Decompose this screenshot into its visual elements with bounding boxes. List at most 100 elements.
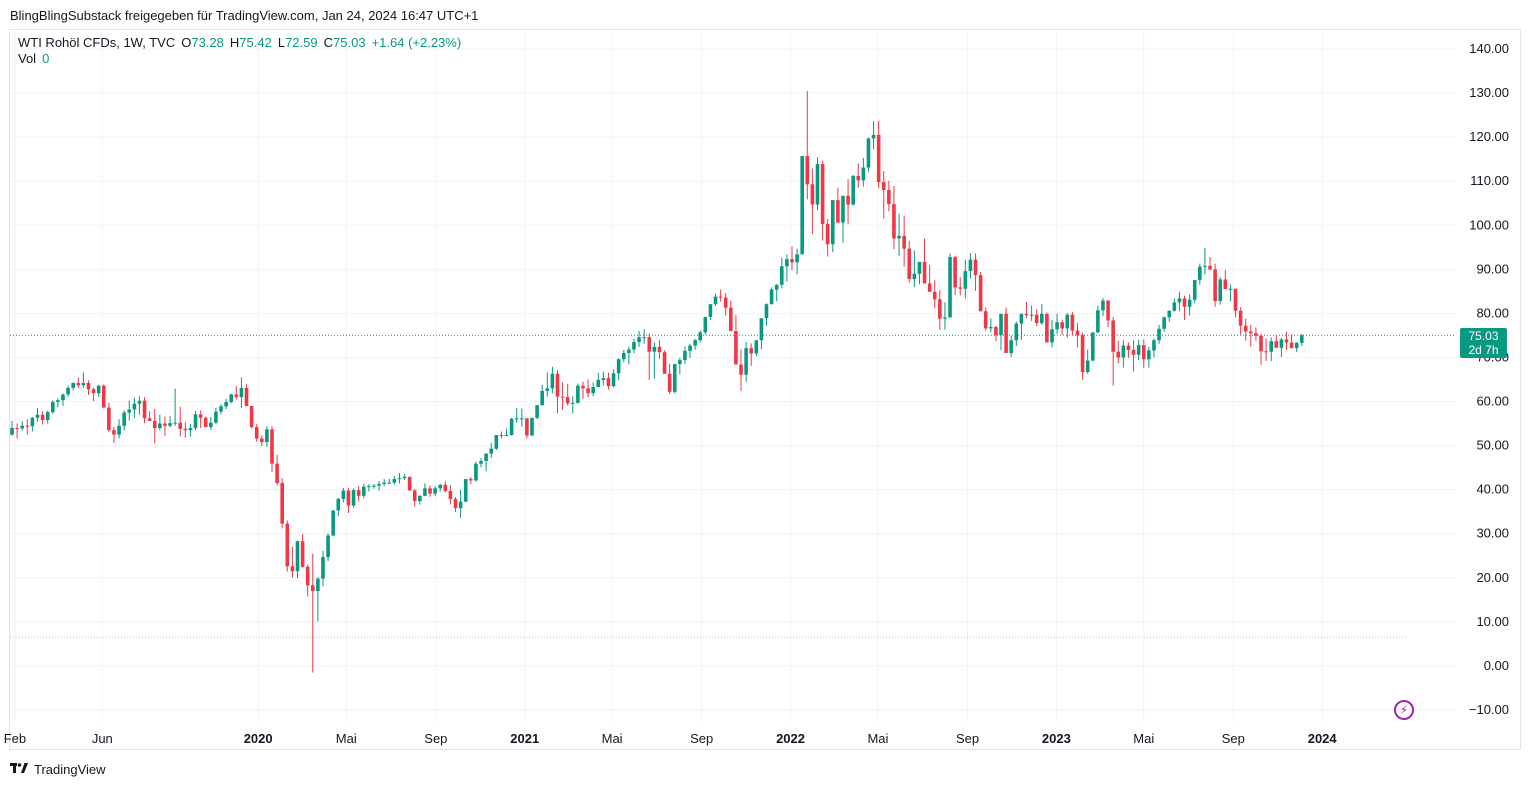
y-tick-label: 140.00 [1469,41,1509,56]
candle-body [1167,310,1172,318]
candle-body [203,417,208,428]
candle-body [729,307,733,332]
candle-body [173,422,177,424]
candle-body [1279,339,1284,348]
candle-body [718,296,723,298]
candle-body [1070,314,1075,331]
tradingview-brand[interactable]: TradingView [10,761,106,777]
candle-body [1085,360,1090,373]
candle-body [1228,288,1233,290]
candle-body [871,134,876,139]
candle-body [627,349,631,354]
candle-body [616,359,621,374]
candle-body [667,373,672,392]
candle-body [20,425,24,429]
candle-body [265,429,269,443]
candle-body [1045,313,1049,343]
volume-label[interactable]: Vol [18,51,37,66]
candle-body [463,479,468,502]
candle-body [576,385,580,403]
candle-body [239,387,244,398]
candle-body [229,394,234,402]
candle-body [76,383,81,386]
candle-body [688,345,692,351]
candle-body [570,402,575,404]
candle-body [412,490,417,502]
candle-body [275,463,279,484]
candle-body [428,488,432,494]
candle-body [892,204,896,239]
candle-body [1294,342,1299,349]
candle-body [795,254,799,263]
candle-body [1259,335,1263,352]
candle-body [86,383,91,390]
candle-body [790,259,794,263]
lightning-bolt-icon[interactable]: ⚡ [1394,700,1414,720]
candle-body [1254,333,1258,336]
candle-body [341,490,346,499]
candle-body [601,378,606,380]
low-key: L [277,35,286,50]
candle-body [356,490,361,496]
candle-body [764,304,769,319]
candle-body [1243,325,1248,332]
candle-body [30,417,35,427]
candle-body [887,190,891,205]
candle-body [657,346,662,353]
candle-body [938,299,942,319]
candle-body [10,427,14,435]
candle-body [361,486,366,496]
candle-body [96,385,101,394]
candle-body [285,523,290,567]
x-tick-label: Mai [867,731,888,746]
candle-body [856,175,861,181]
candle-body [1238,310,1243,326]
candle-body [321,557,325,579]
candle-body [56,400,60,402]
candle-body [1152,340,1156,351]
candle-body [402,476,407,479]
candle-body [147,418,152,421]
candle-body [1192,279,1197,300]
candle-body [494,435,499,449]
candle-body [708,304,713,317]
candle-body [963,271,968,289]
candle-body [351,490,356,506]
candle-body [499,435,504,437]
y-tick-label: 100.00 [1469,217,1509,232]
candle-body [1116,351,1121,358]
candle-body [606,378,611,387]
candle-body [907,248,912,280]
symbol-label[interactable]: WTI Rohöl CFDs, 1W, TVC [18,35,176,50]
open-key: O [181,35,192,50]
candle-body [142,400,147,419]
x-tick-label: Mai [602,731,623,746]
candle-body [902,235,906,249]
candle-body [81,383,86,386]
y-tick-label: 50.00 [1476,438,1509,453]
candle-body [759,318,764,341]
candle-body [734,331,738,365]
candle-body [1213,269,1217,302]
candle-body [310,585,315,592]
candle-body [209,422,213,428]
x-tick-label: 2023 [1042,731,1071,746]
close-value: 75.03 [333,35,366,50]
candle-body [769,289,774,305]
candle-body [484,453,488,462]
y-tick-label: 60.00 [1476,394,1509,409]
chart-legend: WTI Rohöl CFDs, 1W, TVC O73.28 H75.42 L72.5… [18,35,461,67]
candle-body [1065,314,1070,329]
x-tick-label: Mai [1133,731,1154,746]
candle-body [382,482,386,484]
candle-body [637,337,641,343]
candle-body [632,342,636,350]
candle-body [1177,298,1182,303]
candle-body [1009,340,1014,354]
candle-body [785,259,789,267]
candle-body [810,184,815,205]
candle-body [152,420,157,428]
tradingview-brand-text: TradingView [34,761,106,777]
candle-body [474,463,478,481]
